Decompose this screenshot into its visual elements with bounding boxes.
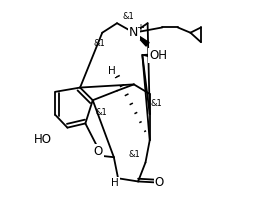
Text: +: + <box>136 23 144 33</box>
Polygon shape <box>115 178 118 182</box>
Text: &1: &1 <box>128 150 140 158</box>
Text: &1: &1 <box>122 12 134 21</box>
Text: H: H <box>108 66 116 76</box>
Text: O: O <box>154 176 164 189</box>
Text: H: H <box>111 178 119 188</box>
Polygon shape <box>142 54 154 58</box>
Text: O: O <box>94 145 103 158</box>
Text: OH: OH <box>149 49 167 62</box>
Text: &1: &1 <box>150 99 162 108</box>
Text: &1: &1 <box>93 39 105 48</box>
Polygon shape <box>134 33 149 46</box>
Text: &1: &1 <box>96 108 108 117</box>
Text: HO: HO <box>34 133 52 146</box>
Text: N: N <box>129 26 138 39</box>
